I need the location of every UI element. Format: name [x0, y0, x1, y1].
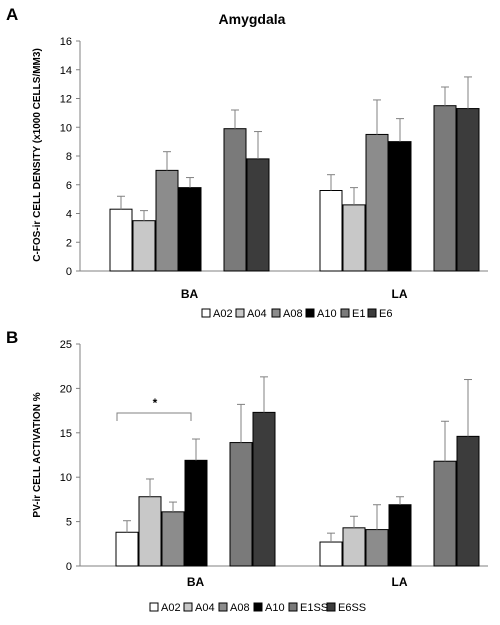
panel-b-bar-e6ss-ba [252, 411, 276, 567]
panel-a-legend-label-a02: A02 [213, 308, 233, 320]
panel-a-legend-swatch-e6 [367, 308, 377, 318]
panel-b-bars [115, 376, 480, 567]
panel-b-legend-swatch-a02 [149, 602, 159, 612]
panel-a-legend-label-a10: A10 [317, 308, 337, 320]
panel-a-y-tick-label: 8 [66, 151, 72, 163]
panel-a-bar-a02-ba [109, 208, 133, 272]
panel-a-y-tick-label: 2 [66, 237, 72, 249]
panel-b-significance: * [116, 396, 192, 421]
panel-b: B PV-ir CELL ACTIVATION % 0 5 10 15 20 25 BA LA… [6, 328, 488, 614]
panel-b-y-tick-label: 15 [60, 428, 72, 440]
panel-a-y-tick-label: 6 [66, 180, 72, 192]
panel-b-legend-swatch-a10 [253, 602, 263, 612]
panel-a-category-label-la: LA [392, 287, 408, 301]
panel-a-legend-label-a04: A04 [247, 308, 267, 320]
panel-a-legend: A02 A04 A08 A10 E1 E6 [201, 308, 392, 320]
panel-b-legend-label-e1ss: E1SS [300, 602, 328, 614]
panel-a-legend-swatch-e1 [340, 308, 350, 318]
panel-b-bar-a10-ba [184, 459, 208, 567]
panel-b-y-tick-label: 0 [66, 561, 72, 573]
panel-b-legend: A02 A04 A08 A10 E1SS E6SS [149, 602, 366, 614]
panel-b-y-tick-label: 10 [60, 472, 72, 484]
panel-a-bar-a08-ba [155, 169, 179, 272]
panel-a-bar-a10-la [388, 141, 412, 272]
panel-a-legend-swatch-a02 [201, 308, 211, 318]
panel-b-bar-a08-ba [161, 511, 185, 567]
panel-a-bar-a02-la [319, 190, 343, 272]
panel-b-category-label-la: LA [392, 575, 408, 589]
panel-a-legend-swatch-a08 [271, 308, 281, 318]
panel-a-bar-e6-la [456, 108, 480, 272]
panel-b-y-axis-label: PV-ir CELL ACTIVATION % [32, 392, 43, 517]
panel-b-legend-label-a08: A08 [230, 602, 250, 614]
panel-b-legend-swatch-a04 [183, 602, 193, 612]
panel-b-letter: B [6, 328, 18, 347]
panel-b-y-tick-label: 20 [60, 383, 72, 395]
panel-a-y-tick-label: 10 [60, 122, 72, 134]
panel-a-y-tick-label: 0 [66, 266, 72, 278]
panel-b-bar-e1ss-ba [229, 442, 253, 567]
panel-b-legend-label-a04: A04 [195, 602, 215, 614]
panel-a-bar-e6-ba [246, 158, 270, 272]
panel-b-legend-label-a10: A10 [265, 602, 285, 614]
panel-b-category-label-ba: BA [187, 575, 205, 589]
panel-b-bar-e6ss-la [456, 435, 480, 567]
significance-bracket [116, 412, 192, 421]
panel-b-bar-a02-ba [115, 531, 139, 567]
panel-a-bar-a08-la [365, 133, 389, 272]
panel-a-letter: A [6, 5, 18, 24]
panel-b-legend-label-a02: A02 [161, 602, 181, 614]
panel-b-legend-swatch-e1ss [288, 602, 298, 612]
panel-b-bar-a10-la [388, 504, 412, 567]
panel-b-legend-swatch-a08 [218, 602, 228, 612]
panel-a-bar-a10-ba [178, 187, 202, 272]
panel-a-bar-e1-ba [223, 128, 247, 272]
panel-a-bar-e1-la [433, 105, 457, 272]
panel-b-bar-a02-la [319, 541, 343, 567]
panel-b-bar-a04-la [342, 527, 366, 567]
panel-a-y-tick-label: 12 [60, 94, 72, 106]
panel-b-legend-label-e6ss: E6SS [338, 602, 366, 614]
panel-a-bars [109, 76, 480, 272]
panel-b-y-tick-label: 5 [66, 517, 72, 529]
panel-a-legend-label-e6: E6 [379, 308, 392, 320]
panel-a-bar-a04-la [342, 204, 366, 272]
panel-b-bar-a08-la [365, 529, 389, 567]
panel-b-y-tick-label: 25 [60, 339, 72, 351]
panel-a-legend-swatch-a10 [305, 308, 315, 318]
panel-a-legend-label-a08: A08 [283, 308, 303, 320]
panel-a-legend-swatch-a04 [235, 308, 245, 318]
panel-b-bar-a04-ba [138, 496, 162, 567]
panel-b-legend-swatch-e6ss [326, 602, 336, 612]
panel-a-y-tick-label: 4 [66, 209, 72, 221]
panel-a-y-tick-label: 16 [60, 36, 72, 48]
panel-b-bar-e1ss-la [433, 460, 457, 567]
panel-a-legend-label-e1: E1 [352, 308, 365, 320]
panel-a-y-tick-label: 14 [60, 65, 72, 77]
panel-a: A Amygdala C-FOS-ir CELL DENSITY (x1000 … [6, 5, 488, 320]
panel-a-category-label-ba: BA [181, 287, 199, 301]
panel-a-y-axis-label: C-FOS-ir CELL DENSITY (x1000 CELLS/MM3) [32, 48, 43, 262]
panel-a-bar-a04-ba [132, 220, 156, 272]
significance-asterisk: * [153, 396, 158, 410]
panel-a-title: Amygdala [219, 11, 286, 27]
